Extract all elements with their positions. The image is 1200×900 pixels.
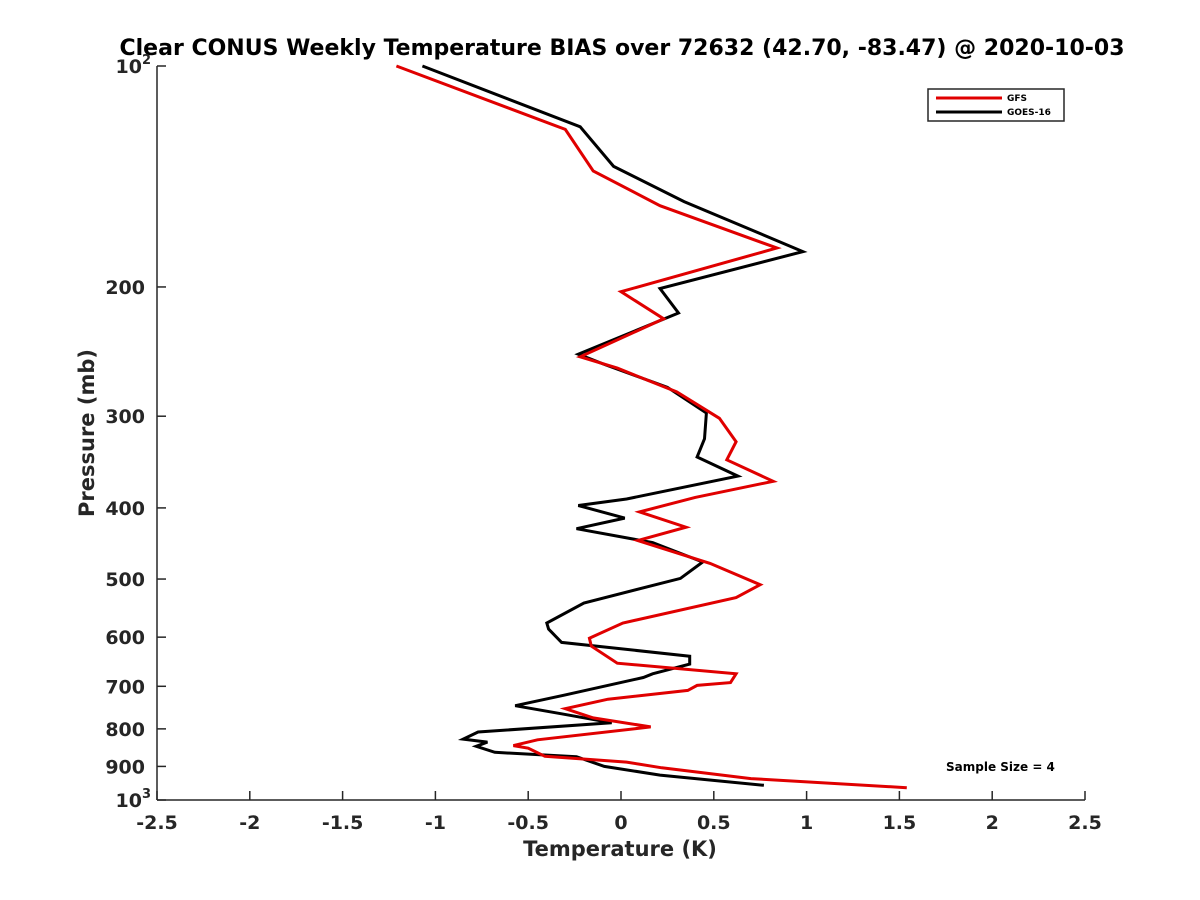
x-tick-label: -2.5 — [136, 812, 178, 834]
y-tick-label: 900 — [105, 756, 145, 778]
x-axis-title: Temperature (K) — [523, 837, 717, 861]
legend-label: GOES-16 — [1007, 108, 1051, 118]
legend: GFS GOES-16 — [927, 88, 1065, 122]
y-tick-label: 500 — [105, 569, 145, 591]
y-tick-label: 600 — [105, 627, 145, 649]
x-tick-label: -1 — [425, 812, 446, 834]
y-axis-title: Pressure (mb) — [75, 349, 99, 517]
x-tick-label: -1.5 — [322, 812, 364, 834]
x-tick-label: 0.5 — [697, 812, 731, 834]
y-tick-label: 800 — [105, 719, 145, 741]
x-tick-label: 1.5 — [883, 812, 917, 834]
y-tick-label: 700 — [105, 676, 145, 698]
x-tick-label: -2 — [239, 812, 260, 834]
y-tick-label: 103 — [116, 787, 152, 812]
y-tick-label: 102 — [116, 53, 152, 78]
legend-box — [927, 88, 1065, 122]
chart-title: Clear CONUS Weekly Temperature BIAS over… — [119, 36, 1124, 61]
x-tick-label: -0.5 — [507, 812, 549, 834]
plot-axes — [156, 66, 1085, 801]
legend-label: GFS — [1007, 94, 1027, 104]
y-tick-label: 200 — [105, 277, 145, 299]
series-lines — [395, 64, 907, 790]
y-tick-label: 300 — [105, 406, 145, 428]
x-tick-label: 2 — [986, 812, 999, 834]
x-tick-label: 1 — [800, 812, 813, 834]
series-line-goes-16 — [421, 64, 808, 787]
sample-size-annotation: Sample Size = 4 — [946, 760, 1055, 774]
x-tick-label: 0 — [614, 812, 627, 834]
series-line-gfs — [395, 64, 907, 790]
y-axis-ticks: 102 200 300 400 500 600 700 800 900 103 — [105, 53, 166, 812]
x-axis-ticks: -2.5 -2 -1.5 -1 -0.5 0 0.5 1 1.5 2 2.5 — [136, 791, 1102, 834]
y-tick-label: 400 — [105, 498, 145, 520]
x-tick-label: 2.5 — [1068, 812, 1102, 834]
